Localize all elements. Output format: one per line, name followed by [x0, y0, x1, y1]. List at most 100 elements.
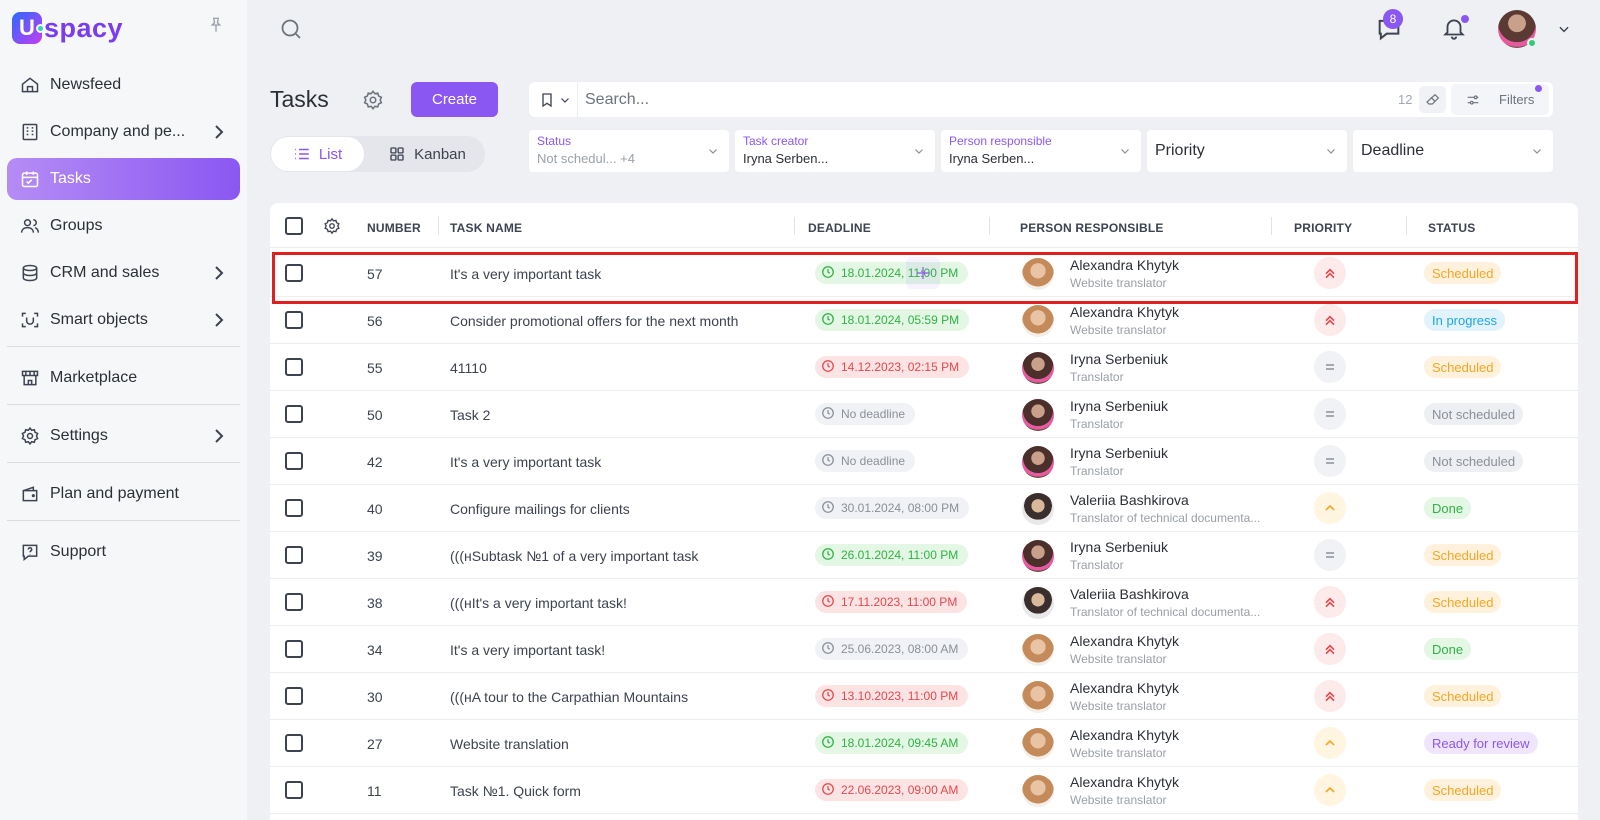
- task-name[interactable]: Consider promotional offers for the next…: [450, 313, 739, 329]
- person-name[interactable]: Alexandra Khytyk: [1070, 257, 1179, 273]
- priority-high-icon[interactable]: [1314, 633, 1346, 665]
- status-badge[interactable]: Not scheduled: [1424, 403, 1524, 425]
- task-name[interactable]: Task 2: [450, 407, 491, 423]
- avatar[interactable]: [1022, 728, 1054, 760]
- deadline-badge[interactable]: 18.01.2024, 09:45 AM: [815, 732, 969, 754]
- row-checkbox[interactable]: [285, 640, 303, 658]
- sidebar-item-company-and-pe[interactable]: Company and pe...: [7, 111, 240, 153]
- avatar[interactable]: [1022, 681, 1054, 713]
- deadline-badge[interactable]: 30.01.2024, 08:00 PM: [815, 497, 970, 519]
- task-name[interactable]: (((нA tour to the Carpathian Mountains: [450, 689, 689, 705]
- row-checkbox[interactable]: [285, 546, 303, 564]
- priority-high-icon[interactable]: [1314, 257, 1346, 289]
- row-checkbox[interactable]: [285, 311, 303, 329]
- sidebar-item-groups[interactable]: Groups: [7, 205, 240, 247]
- column-task-name[interactable]: TASK NAME: [450, 221, 523, 235]
- task-name[interactable]: (((нSubtask №1 of a very important task: [450, 548, 699, 564]
- row-checkbox[interactable]: [285, 405, 303, 423]
- table-row[interactable]: 55 41110 14.12.2023, 02:15 PM Iryna Serbeni…: [270, 343, 1578, 391]
- deadline-badge[interactable]: 18.01.2024, 05:59 PM: [815, 309, 970, 331]
- row-checkbox[interactable]: [285, 499, 303, 517]
- person-name[interactable]: Alexandra Khytyk: [1070, 304, 1179, 320]
- table-row[interactable]: 11 Task №1. Quick form 22.06.2023, 09:00 A…: [270, 766, 1578, 814]
- chevron-down-icon[interactable]: [1557, 22, 1571, 36]
- status-badge[interactable]: Scheduled: [1424, 544, 1502, 566]
- row-checkbox[interactable]: [285, 593, 303, 611]
- priority-mid-icon[interactable]: [1314, 445, 1346, 477]
- column-deadline[interactable]: DEADLINE: [808, 221, 871, 235]
- avatar[interactable]: [1022, 493, 1054, 525]
- deadline-badge[interactable]: 14.12.2023, 02:15 PM: [815, 356, 970, 378]
- gear-icon[interactable]: [323, 217, 341, 235]
- deadline-badge[interactable]: No deadline: [815, 403, 916, 425]
- table-row[interactable]: 40 Configure mailings for clients 30.01.20…: [270, 484, 1578, 532]
- task-name[interactable]: Website translation: [450, 736, 569, 752]
- person-name[interactable]: Valeriia Bashkirova: [1070, 492, 1189, 508]
- person-name[interactable]: Alexandra Khytyk: [1070, 774, 1179, 790]
- status-badge[interactable]: Scheduled: [1424, 356, 1502, 378]
- table-row[interactable]: 50 Task 2 No deadline Iryna Serbeniuk Transl…: [270, 390, 1578, 438]
- deadline-filter[interactable]: Deadline: [1353, 130, 1553, 172]
- person-name[interactable]: Valeriia Bashkirova: [1070, 586, 1189, 602]
- column-priority[interactable]: PRIORITY: [1294, 221, 1353, 235]
- uspacy-logo[interactable]: U spacy: [12, 10, 123, 46]
- avatar[interactable]: [1022, 587, 1054, 619]
- deadline-badge[interactable]: 22.06.2023, 09:00 AM: [815, 779, 969, 801]
- deadline-badge[interactable]: No deadline: [815, 450, 916, 472]
- priority-low-icon[interactable]: [1314, 774, 1346, 806]
- priority-low-icon[interactable]: [1314, 492, 1346, 524]
- table-row[interactable]: 30 (((нA tour to the Carpathian Mountains…: [270, 672, 1578, 720]
- column-person-responsible[interactable]: PERSON RESPONSIBLE: [1020, 221, 1164, 235]
- avatar[interactable]: [1022, 399, 1054, 431]
- sidebar-item-plan-and-payment[interactable]: Plan and payment: [7, 473, 240, 515]
- table-row[interactable]: 42 It's a very important task No deadline I…: [270, 437, 1578, 485]
- table-row[interactable]: 27 Website translation 18.01.2024, 09:45 A…: [270, 719, 1578, 767]
- deadline-badge[interactable]: 25.06.2023, 08:00 AM: [815, 638, 969, 660]
- deadline-badge[interactable]: 13.10.2023, 11:00 PM: [815, 685, 969, 707]
- priority-high-icon[interactable]: [1314, 680, 1346, 712]
- status-badge[interactable]: Done: [1424, 638, 1472, 660]
- clear-filters-button[interactable]: [1419, 86, 1446, 113]
- status-badge[interactable]: Scheduled: [1424, 779, 1502, 801]
- task-name[interactable]: 41110: [450, 360, 487, 376]
- column-divider[interactable]: [1271, 217, 1272, 235]
- row-checkbox[interactable]: [285, 452, 303, 470]
- table-row[interactable]: 39 (((нSubtask №1 of a very important tas…: [270, 531, 1578, 579]
- task-name[interactable]: Configure mailings for clients: [450, 501, 630, 517]
- column-status[interactable]: STATUS: [1428, 221, 1476, 235]
- row-checkbox[interactable]: [285, 687, 303, 705]
- table-row[interactable]: 34 It's a very important task! 25.06.2023,…: [270, 625, 1578, 673]
- avatar[interactable]: [1022, 446, 1054, 478]
- status-badge[interactable]: Scheduled: [1424, 591, 1502, 613]
- select-all-checkbox[interactable]: [285, 217, 303, 235]
- column-number[interactable]: NUMBER: [367, 221, 421, 235]
- priority-low-icon[interactable]: [1314, 727, 1346, 759]
- person-name[interactable]: Iryna Serbeniuk: [1070, 445, 1169, 461]
- task-name[interactable]: It's a very important task: [450, 454, 602, 470]
- column-divider[interactable]: [794, 217, 795, 235]
- sidebar-item-smart-objects[interactable]: Smart objects: [7, 299, 240, 341]
- person-name[interactable]: Iryna Serbeniuk: [1070, 351, 1169, 367]
- avatar[interactable]: [1022, 352, 1054, 384]
- priority-high-icon[interactable]: [1314, 586, 1346, 618]
- task-name[interactable]: It's a very important task!: [450, 642, 606, 658]
- status-badge[interactable]: Scheduled: [1424, 262, 1502, 284]
- gear-icon[interactable]: [362, 89, 384, 111]
- row-checkbox[interactable]: [285, 781, 303, 799]
- priority-mid-icon[interactable]: [1314, 398, 1346, 430]
- status-badge[interactable]: In progress: [1424, 309, 1506, 331]
- search-input[interactable]: [585, 86, 1365, 113]
- sidebar-item-tasks[interactable]: Tasks: [7, 158, 240, 200]
- avatar[interactable]: [1022, 258, 1054, 290]
- person-name[interactable]: Iryna Serbeniuk: [1070, 398, 1169, 414]
- person-name[interactable]: Alexandra Khytyk: [1070, 727, 1179, 743]
- priority-filter[interactable]: Priority: [1147, 130, 1347, 172]
- status-badge[interactable]: Ready for review: [1424, 732, 1538, 754]
- status-badge[interactable]: Done: [1424, 497, 1472, 519]
- task-name[interactable]: It's a very important task: [450, 266, 602, 282]
- avatar[interactable]: [1022, 540, 1054, 572]
- sidebar-item-newsfeed[interactable]: Newsfeed: [7, 64, 240, 106]
- pin-icon[interactable]: [207, 16, 225, 34]
- person-responsible-filter[interactable]: Person responsible Iryna Serben...: [941, 130, 1141, 172]
- row-checkbox[interactable]: [285, 358, 303, 376]
